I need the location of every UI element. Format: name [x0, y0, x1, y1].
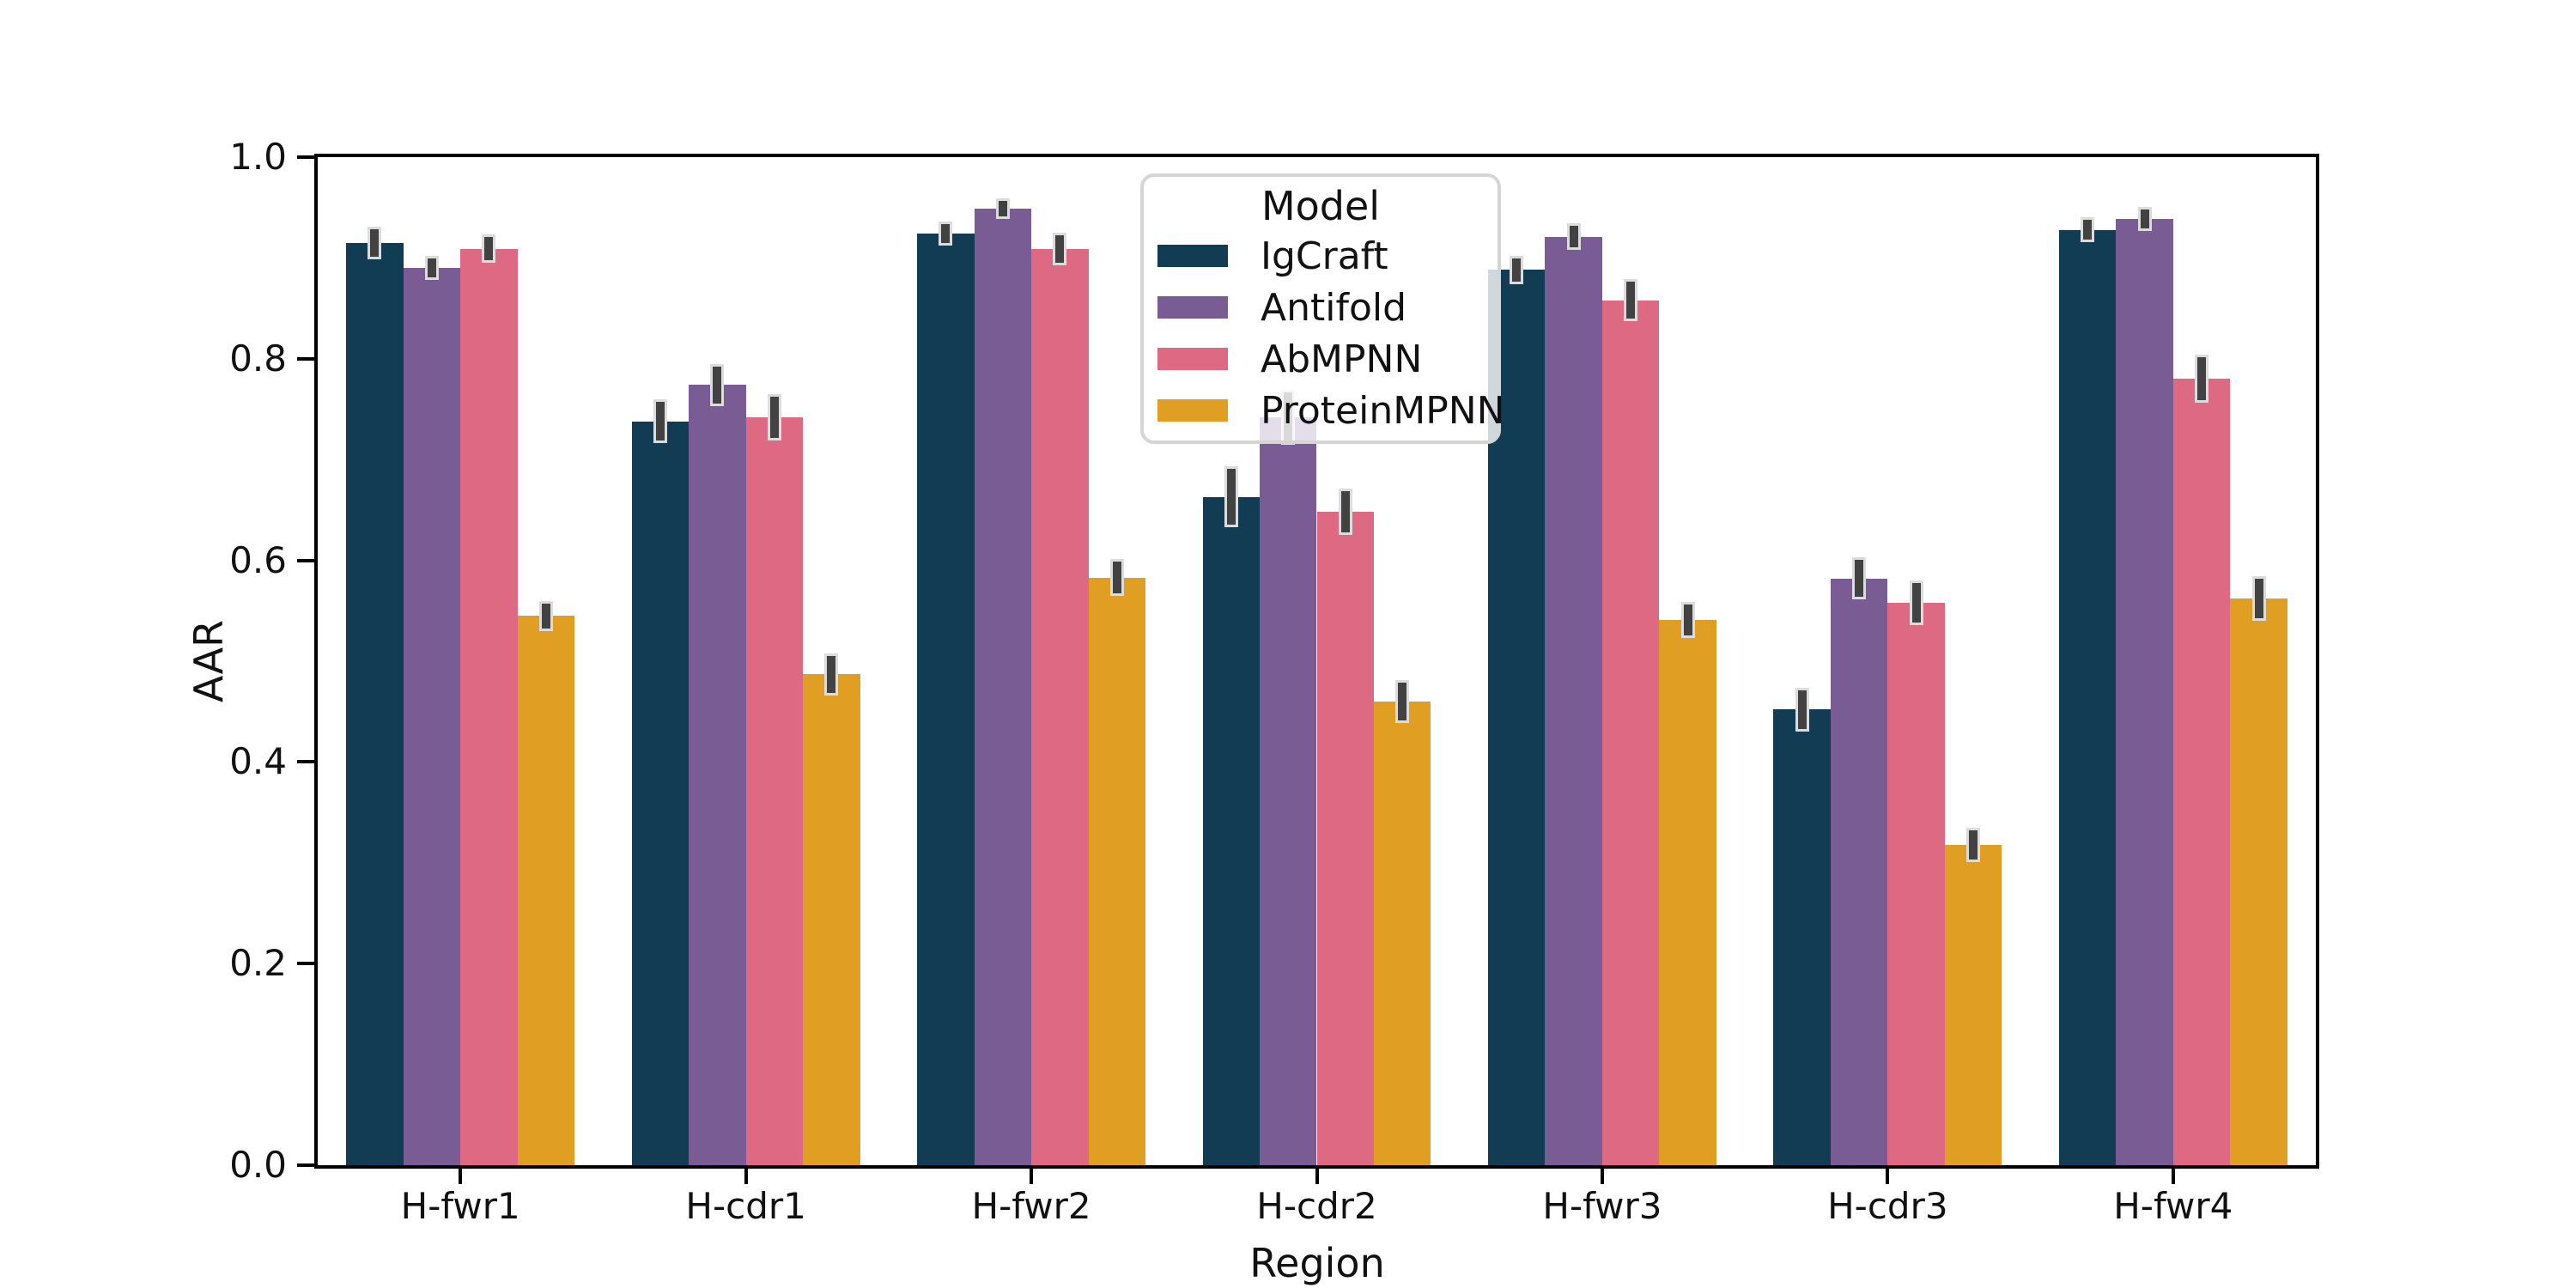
legend-swatch-IgCraft [1157, 245, 1228, 267]
legend-swatch-AbMPNN [1157, 348, 1228, 370]
x-tick-mark-H-fwr3 [1600, 1169, 1604, 1184]
y-tick-mark-0.2 [297, 962, 314, 966]
y-tick-mark-0.4 [297, 760, 314, 764]
x-tick-label-H-fwr4: H-fwr4 [2113, 1185, 2233, 1227]
errorbar-ProteinMPNN-H-cdr3 [1966, 827, 1981, 862]
y-tick-mark-1.0 [297, 155, 314, 159]
bar-AbMPNN-H-cdr1 [745, 416, 804, 1165]
bar-Antifold-H-fwr3 [1545, 236, 1602, 1165]
legend-item-AbMPNN: AbMPNN [1144, 333, 1498, 385]
legend: Model IgCraft Antifold AbMPNN ProteinMPNN [1140, 173, 1505, 444]
errorbar-AbMPNN-H-cdr2 [1338, 489, 1352, 536]
errorbar-IgCraft-H-fwr3 [1510, 256, 1524, 284]
errorbar-ProteinMPNN-H-cdr1 [824, 653, 839, 696]
x-tick-mark-H-fwr4 [2171, 1169, 2175, 1184]
errorbar-Antifold-H-cdr3 [1852, 557, 1867, 600]
bar-IgCraft-H-fwr4 [2058, 229, 2117, 1165]
bar-ProteinMPNN-H-fwr2 [1088, 577, 1146, 1165]
errorbar-ProteinMPNN-H-cdr2 [1395, 680, 1410, 723]
legend-label-Antifold: Antifold [1261, 285, 1407, 330]
bar-AbMPNN-H-fwr3 [1601, 300, 1660, 1165]
legend-item-IgCraft: IgCraft [1144, 230, 1498, 282]
legend-label-AbMPNN: AbMPNN [1261, 337, 1423, 381]
errorbar-AbMPNN-H-fwr3 [1624, 279, 1638, 322]
legend-item-Antifold: Antifold [1144, 282, 1498, 333]
bar-AbMPNN-H-fwr2 [1031, 248, 1089, 1165]
errorbar-AbMPNN-H-cdr3 [1909, 580, 1923, 625]
x-tick-mark-H-fwr2 [1030, 1169, 1034, 1184]
errorbar-Antifold-H-cdr1 [710, 363, 725, 406]
y-tick-label-1.0: 1.0 [229, 136, 287, 178]
legend-swatch-ProteinMPNN [1157, 399, 1228, 422]
legend-rows: IgCraft Antifold AbMPNN ProteinMPNN [1144, 230, 1505, 436]
errorbar-Antifold-H-fwr2 [995, 198, 1010, 219]
bar-Antifold-H-fwr4 [2116, 218, 2173, 1165]
bar-Antifold-H-fwr2 [974, 208, 1032, 1165]
legend-item-ProteinMPNN: ProteinMPNN [1144, 385, 1505, 436]
errorbar-ProteinMPNN-H-fwr1 [538, 600, 553, 631]
x-tick-label-H-cdr1: H-cdr1 [685, 1185, 806, 1227]
bar-ProteinMPNN-H-fwr3 [1659, 619, 1716, 1165]
bar-Antifold-H-cdr2 [1260, 416, 1317, 1165]
bar-Antifold-H-fwr1 [403, 268, 461, 1165]
x-tick-label-H-fwr2: H-fwr2 [971, 1185, 1091, 1227]
x-tick-mark-H-fwr1 [459, 1169, 463, 1184]
errorbar-AbMPNN-H-fwr4 [2195, 355, 2209, 404]
y-tick-mark-0.8 [297, 356, 314, 361]
legend-swatch-Antifold [1157, 296, 1228, 319]
y-tick-mark-0.0 [297, 1163, 314, 1167]
errorbar-IgCraft-H-cdr3 [1795, 687, 1809, 732]
legend-label-IgCraft: IgCraft [1261, 234, 1388, 278]
errorbar-IgCraft-H-cdr1 [653, 398, 667, 444]
bar-IgCraft-H-cdr1 [631, 421, 690, 1165]
x-tick-label-H-fwr1: H-fwr1 [400, 1185, 520, 1227]
bar-AbMPNN-H-cdr3 [1887, 602, 1945, 1165]
errorbar-Antifold-H-fwr1 [424, 256, 439, 281]
x-tick-mark-H-cdr3 [1886, 1169, 1890, 1184]
x-tick-mark-H-cdr1 [744, 1169, 748, 1184]
bar-ProteinMPNN-H-cdr1 [803, 674, 860, 1165]
bar-ProteinMPNN-H-fwr4 [2230, 598, 2287, 1165]
errorbar-ProteinMPNN-H-fwr3 [1680, 601, 1695, 638]
errorbar-IgCraft-H-fwr1 [368, 227, 382, 259]
y-tick-label-0.2: 0.2 [229, 942, 287, 985]
legend-title: Model [1261, 183, 1381, 229]
x-tick-mark-H-cdr2 [1315, 1169, 1319, 1184]
errorbar-Antifold-H-fwr4 [2137, 206, 2152, 231]
errorbar-AbMPNN-H-fwr1 [482, 234, 496, 264]
legend-label-ProteinMPNN: ProteinMPNN [1261, 388, 1505, 433]
x-tick-label-H-cdr2: H-cdr2 [1256, 1185, 1377, 1227]
y-tick-label-0.4: 0.4 [229, 740, 287, 783]
bar-IgCraft-H-cdr2 [1202, 496, 1260, 1165]
errorbar-AbMPNN-H-fwr2 [1053, 233, 1067, 265]
x-axis-label: Region [1249, 1240, 1385, 1286]
y-tick-label-0.8: 0.8 [229, 337, 287, 380]
errorbar-ProteinMPNN-H-fwr2 [1109, 559, 1124, 596]
x-tick-label-H-fwr3: H-fwr3 [1542, 1185, 1662, 1227]
bar-IgCraft-H-fwr2 [917, 234, 975, 1165]
y-tick-label-0.0: 0.0 [229, 1144, 287, 1186]
errorbar-ProteinMPNN-H-fwr4 [2251, 576, 2266, 622]
errorbar-IgCraft-H-cdr2 [1224, 466, 1238, 527]
bar-AbMPNN-H-cdr2 [1316, 512, 1374, 1165]
bar-AbMPNN-H-fwr4 [2172, 379, 2231, 1165]
errorbar-IgCraft-H-fwr2 [939, 222, 953, 246]
x-tick-label-H-cdr3: H-cdr3 [1827, 1185, 1948, 1227]
y-tick-mark-0.6 [297, 558, 314, 562]
y-axis-label: AAR [185, 619, 232, 703]
errorbar-Antifold-H-fwr3 [1566, 223, 1581, 250]
errorbar-IgCraft-H-fwr4 [2081, 217, 2095, 242]
y-tick-label-0.6: 0.6 [229, 538, 287, 581]
bar-ProteinMPNN-H-fwr1 [517, 616, 575, 1165]
bar-AbMPNN-H-fwr1 [460, 248, 518, 1165]
bar-ProteinMPNN-H-cdr3 [1944, 844, 2002, 1165]
bar-IgCraft-H-cdr3 [1773, 709, 1831, 1165]
bar-IgCraft-H-fwr1 [346, 242, 404, 1165]
bar-ProteinMPNN-H-cdr2 [1373, 701, 1431, 1165]
bar-Antifold-H-cdr3 [1830, 578, 1888, 1165]
errorbar-AbMPNN-H-cdr1 [767, 393, 781, 440]
bar-Antifold-H-cdr1 [689, 385, 746, 1165]
